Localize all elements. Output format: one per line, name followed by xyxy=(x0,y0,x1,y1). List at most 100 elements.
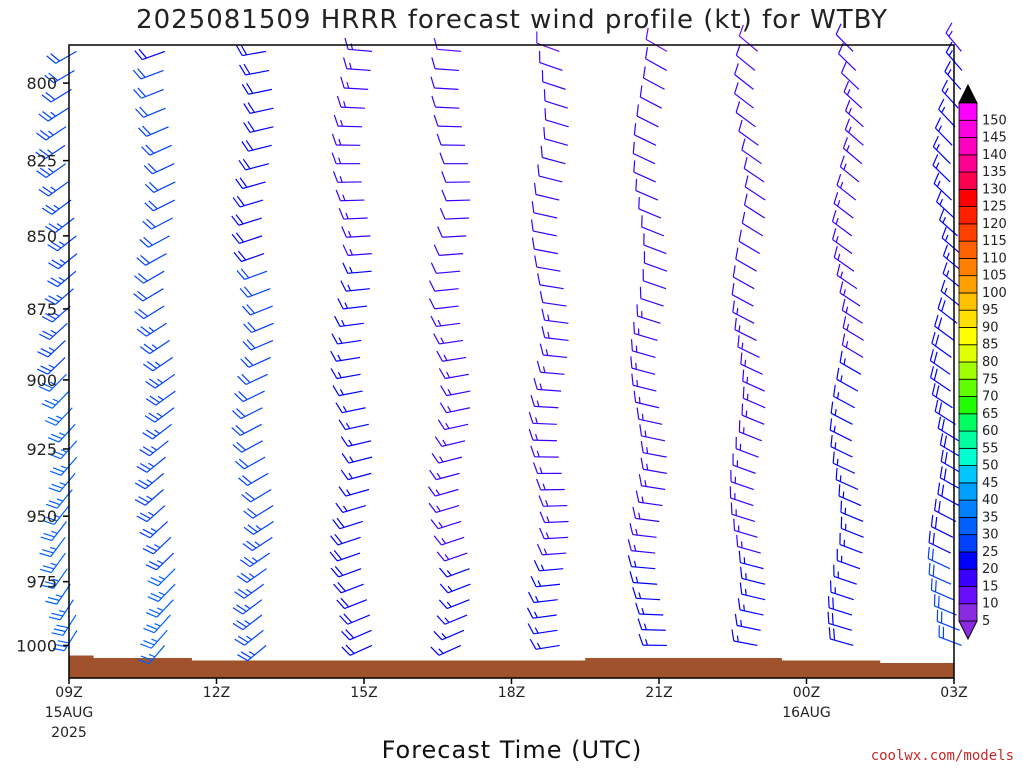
barb-half xyxy=(537,580,542,587)
barb-flag xyxy=(232,410,242,420)
barb-flag xyxy=(430,76,435,89)
barb-shaft xyxy=(841,527,864,538)
barb-flag xyxy=(829,418,833,431)
barb-shaft xyxy=(635,189,659,201)
wind-barb xyxy=(632,141,656,165)
wind-barb xyxy=(741,403,765,425)
chart-title: 2025081509 HRRR forecast wind profile (k… xyxy=(136,5,888,35)
wind-barb xyxy=(735,436,759,458)
barb-shaft xyxy=(58,253,78,270)
wind-barb xyxy=(836,173,857,201)
wind-barb xyxy=(833,564,857,585)
barb-half xyxy=(848,107,852,115)
wind-barb xyxy=(242,339,274,351)
wind-barb xyxy=(436,133,466,146)
wind-barb xyxy=(741,138,762,165)
barb-half xyxy=(846,88,851,96)
barb-flag xyxy=(939,466,943,478)
x-tick-label: 00Z xyxy=(793,685,820,701)
barb-flag xyxy=(735,44,741,56)
barb-flag xyxy=(330,535,339,546)
barb-flag xyxy=(239,177,248,188)
barb-half xyxy=(641,607,645,615)
barb-flag xyxy=(42,565,55,570)
x-axis-label: Forecast Time (UTC) xyxy=(382,736,643,764)
wind-barb xyxy=(336,95,365,109)
barb-half xyxy=(340,120,344,127)
barb-half xyxy=(840,375,843,382)
barb-half xyxy=(148,326,155,332)
barb-shaft xyxy=(938,108,956,128)
barb-flag xyxy=(932,532,935,545)
wind-barb xyxy=(142,217,173,230)
barb-flag xyxy=(148,561,160,568)
wind-barb xyxy=(145,552,175,571)
barb-flag xyxy=(428,502,437,513)
barb-flag xyxy=(437,226,443,238)
barb-half xyxy=(740,620,743,627)
barb-shaft xyxy=(248,356,272,368)
barb-shaft xyxy=(347,614,370,625)
barb-flag xyxy=(41,94,52,103)
barb-flag xyxy=(732,300,735,313)
wind-barb xyxy=(934,399,956,425)
barb-flag xyxy=(330,368,338,379)
barb-shaft xyxy=(742,222,764,237)
barb-flag xyxy=(240,268,250,279)
barb-half xyxy=(349,266,353,274)
barb-flag xyxy=(341,453,350,464)
barb-flag xyxy=(537,273,541,285)
barb-flag xyxy=(330,567,340,578)
barb-flag xyxy=(738,24,744,37)
barb-shaft xyxy=(253,520,274,535)
wind-barb xyxy=(232,407,263,420)
wind-barb xyxy=(738,420,762,442)
wind-barb xyxy=(543,127,568,146)
barb-flag xyxy=(237,588,249,597)
barb-shaft xyxy=(151,217,173,230)
wind-barb xyxy=(533,559,564,572)
wind-barb xyxy=(932,135,951,165)
wind-barb xyxy=(427,486,459,497)
wind-barb xyxy=(841,298,863,324)
barb-flag xyxy=(842,316,847,328)
barb-flag xyxy=(536,478,542,491)
barb-half xyxy=(58,277,65,282)
barb-flag xyxy=(240,358,250,368)
barb-flag xyxy=(234,638,245,646)
wind-barb xyxy=(241,140,272,152)
barb-flag xyxy=(145,398,157,406)
barb-flag xyxy=(144,202,154,212)
barb-flag xyxy=(235,45,243,56)
barb-flag xyxy=(236,270,245,280)
wind-barb xyxy=(45,489,73,509)
barb-shaft xyxy=(243,583,265,599)
barb-half xyxy=(157,378,163,384)
colorbar-tick-label: 20 xyxy=(982,562,999,577)
barb-half xyxy=(344,302,349,309)
barb-flag xyxy=(37,368,49,375)
wind-barb xyxy=(239,286,271,298)
barb-shaft xyxy=(344,87,369,90)
barb-shaft xyxy=(644,262,668,272)
wind-barb xyxy=(243,520,274,535)
barb-flag xyxy=(237,635,249,643)
barb-shaft xyxy=(845,110,864,128)
barb-shaft xyxy=(645,58,667,71)
wind-barb xyxy=(927,546,951,570)
barb-half xyxy=(48,364,55,369)
wind-barb xyxy=(638,633,667,647)
barb-shaft xyxy=(251,322,274,334)
barb-flag xyxy=(928,562,931,575)
barb-flag xyxy=(737,598,741,610)
barb-half xyxy=(939,198,944,206)
barb-flag xyxy=(235,425,245,434)
colorbar-swatch xyxy=(958,447,978,467)
barb-flag xyxy=(45,503,58,509)
barb-flag xyxy=(530,575,537,587)
barb-half xyxy=(56,498,64,502)
barb-flag xyxy=(430,315,437,327)
wind-barb xyxy=(836,367,859,392)
barb-shaft xyxy=(346,68,371,72)
